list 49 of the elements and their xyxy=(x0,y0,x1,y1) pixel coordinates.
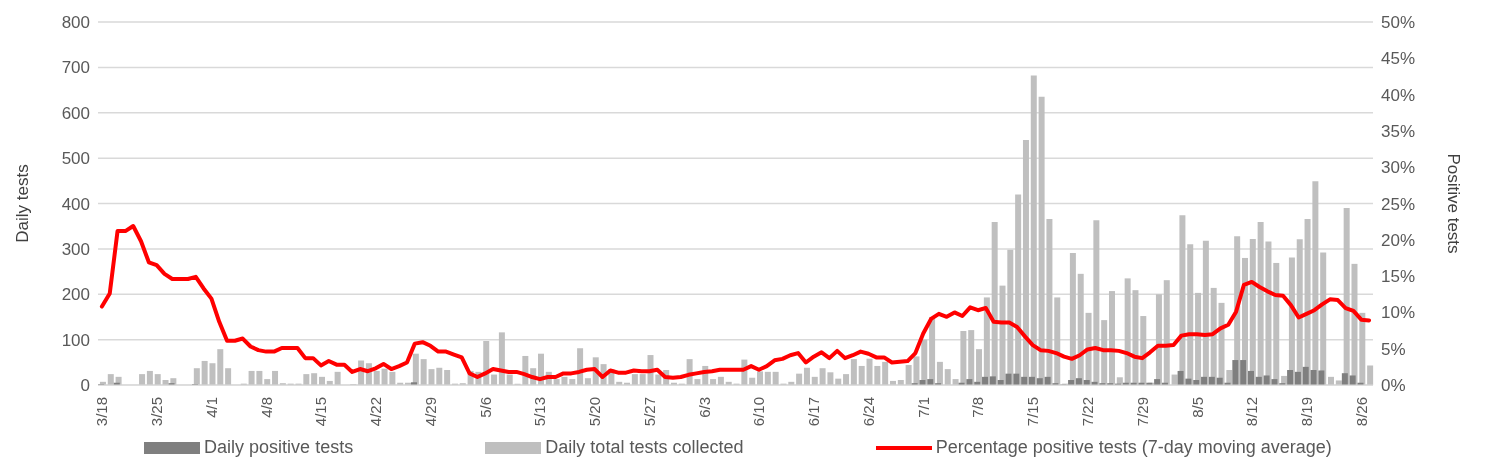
y2-tick-label: 30% xyxy=(1381,158,1416,178)
y2-axis-title: Positive tests xyxy=(1443,153,1463,254)
x-tick-label: 7/1 xyxy=(914,397,932,418)
y-tick-label: 500 xyxy=(61,149,90,169)
x-tick-label: 8/5 xyxy=(1188,397,1206,418)
y-axis-title: Daily tests xyxy=(13,164,33,243)
x-tick-label: 5/13 xyxy=(531,397,549,427)
y2-tick-label: 20% xyxy=(1381,230,1416,250)
x-tick-label: 6/10 xyxy=(750,397,768,427)
x-tick-label: 6/17 xyxy=(805,397,823,427)
y2-tick-label: 15% xyxy=(1381,267,1416,287)
x-tick-label: 5/20 xyxy=(586,397,604,427)
x-tick-label: 6/3 xyxy=(695,397,713,418)
y-tick-label: 600 xyxy=(61,103,90,123)
y-tick-label: 0 xyxy=(80,376,90,396)
y-tick-label: 800 xyxy=(61,13,90,33)
x-tick-label: 4/29 xyxy=(421,397,439,427)
x-tick-label: 4/1 xyxy=(202,397,220,418)
x-tick-label: 8/12 xyxy=(1243,397,1261,427)
x-tick-label: 3/25 xyxy=(148,397,166,427)
legend-label: Percentage positive tests (7-day moving average) xyxy=(935,437,1332,458)
x-tick-label: 5/27 xyxy=(640,397,658,427)
y-tick-label: 400 xyxy=(61,194,90,214)
x-tick-label: 6/24 xyxy=(859,397,877,427)
x-tick-label: 8/26 xyxy=(1352,397,1370,427)
x-tick-label: 5/6 xyxy=(476,397,494,418)
y-tick-label: 700 xyxy=(61,58,90,78)
x-tick-label: 4/15 xyxy=(312,397,330,427)
y2-tick-label: 45% xyxy=(1381,49,1416,69)
y-tick-label: 200 xyxy=(61,285,90,305)
x-tick-label: 7/22 xyxy=(1078,397,1096,427)
y2-tick-label: 50% xyxy=(1381,13,1416,33)
y-tick-label: 100 xyxy=(61,330,90,350)
x-tick-label: 7/15 xyxy=(1024,397,1042,427)
y2-tick-label: 40% xyxy=(1381,85,1416,105)
legend-label: Daily total tests collected xyxy=(545,437,744,458)
x-tick-label: 4/22 xyxy=(367,397,385,427)
x-tick-label: 4/8 xyxy=(257,397,275,418)
y2-tick-label: 10% xyxy=(1381,303,1416,323)
x-tick-label: 3/18 xyxy=(93,397,111,427)
y2-tick-label: 0% xyxy=(1381,376,1406,396)
y2-tick-label: 25% xyxy=(1381,194,1416,214)
legend-label: Daily positive tests xyxy=(204,437,354,458)
y2-tick-label: 35% xyxy=(1381,121,1416,141)
x-tick-label: 7/8 xyxy=(969,397,987,418)
y-tick-label: 300 xyxy=(61,239,90,259)
x-tick-label: 7/29 xyxy=(1133,397,1151,427)
y2-tick-label: 5% xyxy=(1381,339,1406,359)
x-tick-label: 8/19 xyxy=(1298,397,1316,427)
